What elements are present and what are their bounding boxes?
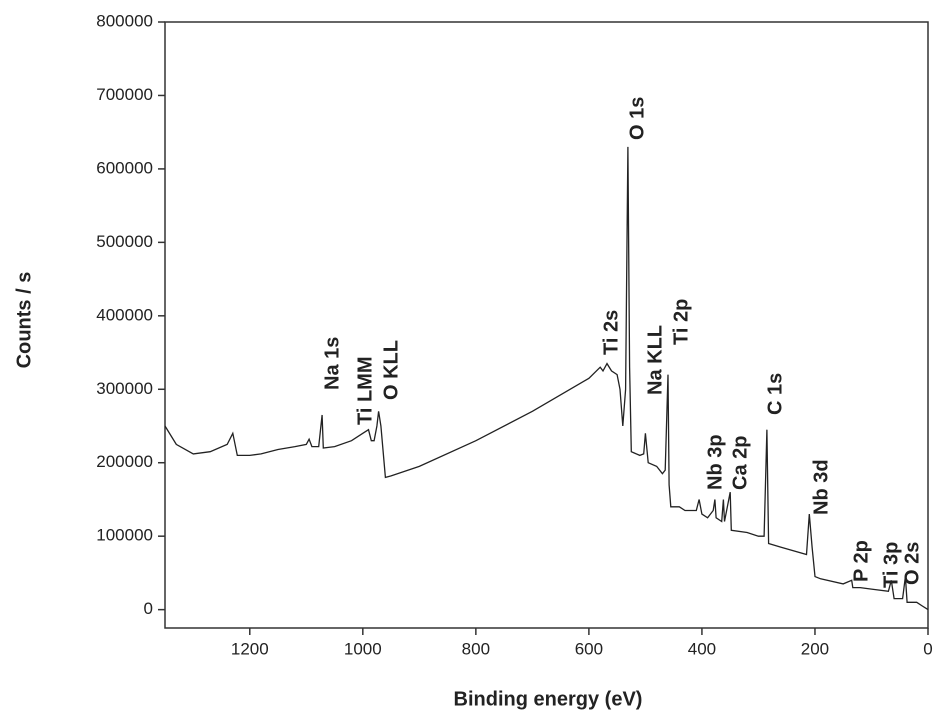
y-tick-label: 0 [144,599,153,618]
x-tick-label: 0 [923,639,932,658]
y-tick-label: 100000 [96,526,153,545]
y-tick-label: 400000 [96,305,153,324]
spectrum-line [164,146,929,611]
peak-label: Ti 2p [670,299,692,345]
peak-label: O KLL [380,340,402,400]
y-tick-label: 300000 [96,379,153,398]
x-tick-label: 200 [801,639,829,658]
x-tick-label: 1000 [344,639,382,658]
peak-label: Ti 3p [880,542,902,588]
peak-label: Na KLL [644,325,666,395]
y-tick-label: 600000 [96,158,153,177]
peak-label: O 1s [626,97,648,140]
x-tick-label: 400 [688,639,716,658]
y-tick-label: 200000 [96,452,153,471]
peak-label: P 2p [850,540,872,582]
y-tick-label: 500000 [96,232,153,251]
y-axis-label: Counts / s [13,272,35,369]
y-tick-label: 700000 [96,85,153,104]
peak-label: Nb 3p [704,434,726,490]
x-tick-label: 600 [575,639,603,658]
peak-label: Nb 3d [810,459,832,515]
peak-label: Ti LMM [354,356,376,425]
x-tick-label: 1200 [231,639,269,658]
peak-label: Na 1s [321,337,343,390]
y-tick-label: 800000 [96,11,153,30]
peak-label: Ti 2s [600,310,622,355]
peak-label: Ca 2p [729,436,751,490]
x-axis-label: Binding energy (eV) [454,688,643,710]
peak-label: C 1s [764,373,786,415]
peak-label: O 2s [901,542,923,585]
x-tick-label: 800 [462,639,490,658]
plot-frame [164,21,929,629]
